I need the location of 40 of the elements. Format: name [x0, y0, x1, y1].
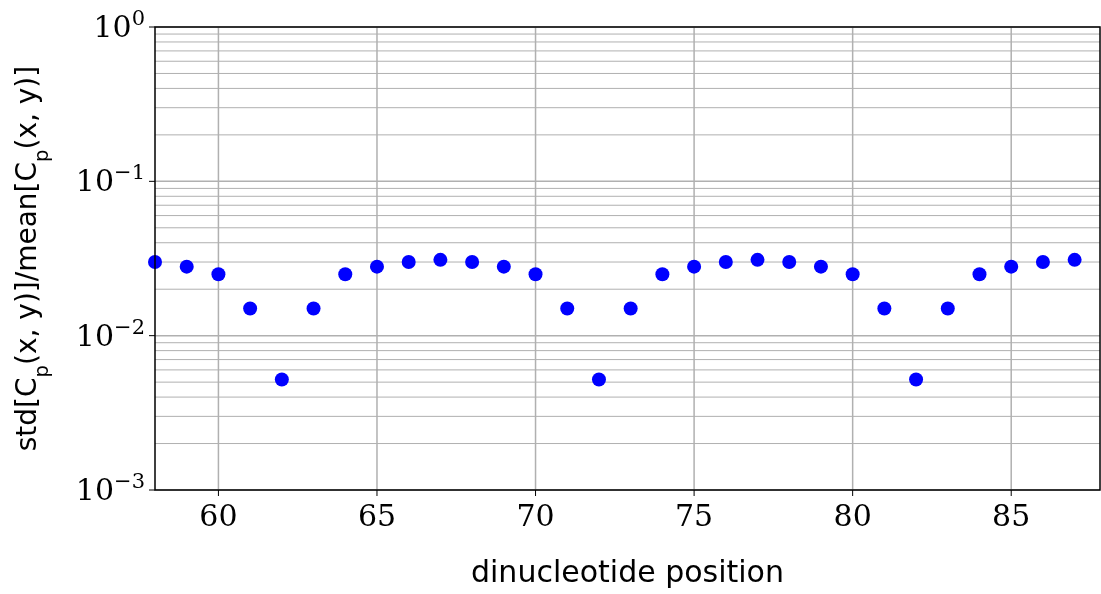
point	[972, 267, 987, 282]
y-tick-label: 10$^{−1}$	[75, 160, 145, 199]
x-tick-label: 75	[675, 498, 714, 533]
y-tick-label: 10$^{−2}$	[75, 314, 145, 353]
point	[211, 267, 226, 282]
point	[1067, 252, 1082, 267]
point	[591, 372, 606, 387]
point	[274, 372, 289, 387]
x-tick-label: 85	[992, 498, 1031, 533]
point	[813, 259, 828, 274]
x-tick-label: 80	[833, 498, 872, 533]
point	[306, 301, 321, 316]
x-axis-title: dinucleotide position	[470, 554, 785, 589]
point	[1035, 255, 1050, 270]
point	[1004, 259, 1019, 274]
point	[782, 255, 797, 270]
x-tick-label: 70	[516, 498, 555, 533]
point	[718, 255, 733, 270]
point	[750, 252, 765, 267]
point	[179, 259, 194, 274]
point	[845, 267, 860, 282]
point	[338, 267, 353, 282]
point	[909, 372, 924, 387]
point	[877, 301, 892, 316]
point	[496, 259, 511, 274]
point	[623, 301, 638, 316]
point	[433, 252, 448, 267]
point	[940, 301, 955, 316]
point	[655, 267, 670, 282]
point	[687, 259, 702, 274]
point	[560, 301, 575, 316]
point	[401, 255, 416, 270]
x-tick-label: 60	[199, 498, 238, 533]
y-tick-label: 10$^{−3}$	[75, 469, 145, 507]
point	[369, 259, 384, 274]
point	[528, 267, 543, 282]
point	[243, 301, 258, 316]
x-tick-label: 65	[357, 498, 397, 533]
y-tick-label: 10$^{0}$	[93, 6, 145, 44]
point	[465, 255, 480, 270]
